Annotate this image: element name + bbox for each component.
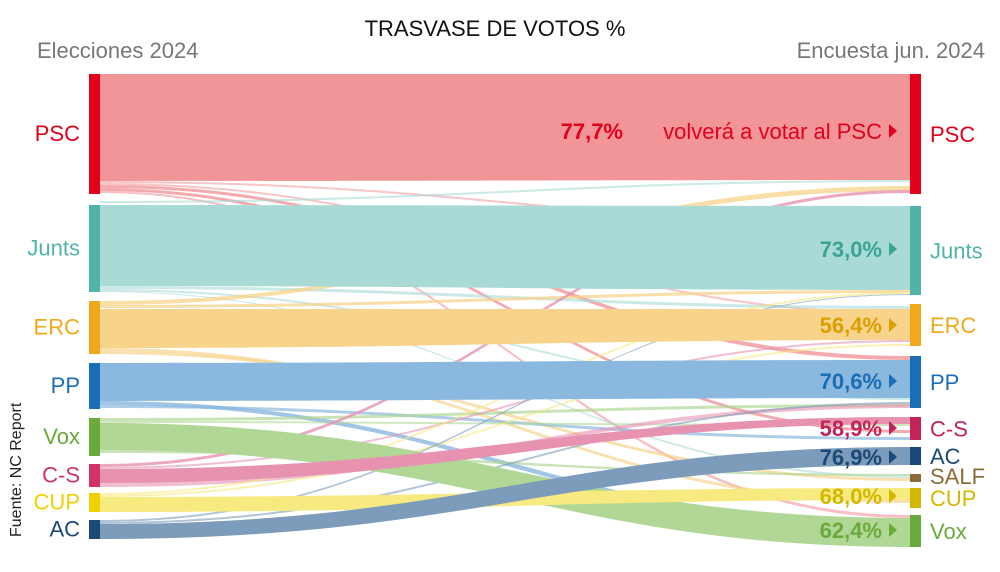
arrow-right-icon [889, 450, 897, 464]
right-bar-salf [910, 474, 921, 482]
left-bar-psc [89, 74, 100, 194]
right-label-ac: AC [930, 444, 961, 469]
right-bar-ac [910, 447, 921, 465]
chart-title: TRASVASE DE VOTOS % [365, 16, 626, 41]
retention-c-s: 58,9% [820, 416, 897, 441]
retention-value: 58,9% [820, 416, 882, 441]
retention-value: 68,0% [820, 484, 882, 509]
left-label-pp: PP [51, 373, 80, 398]
left-bar-c-s [89, 464, 100, 487]
band-psc [100, 74, 910, 181]
flow-erc-to-junts [100, 290, 910, 308]
right-label-c-s: C-S [930, 417, 968, 442]
left-bar-vox [89, 418, 100, 456]
node-labels: PSCJuntsERCPPVoxC-SCUPACPSCJuntsERCPPC-S… [27, 121, 985, 544]
arrow-right-icon [889, 489, 897, 503]
right-bar-pp [910, 356, 921, 408]
retention-erc: 56,4% [820, 313, 897, 338]
retention-pp: 70,6% [820, 369, 897, 394]
left-label-vox: Vox [43, 424, 80, 449]
retention-value: 70,6% [820, 369, 882, 394]
left-label-c-s: C-S [42, 463, 80, 488]
right-bar-vox [910, 515, 921, 547]
left-label-psc: PSC [35, 121, 80, 146]
flow-vox-to-pp [100, 404, 910, 421]
right-header: Encuesta jun. 2024 [797, 38, 985, 63]
left-bar-cup [89, 493, 100, 512]
right-label-junts: Junts [930, 239, 983, 264]
band-vox [100, 423, 910, 547]
retention-vox: 62,4% [820, 518, 897, 543]
left-bar-ac [89, 520, 100, 539]
right-bar-cup [910, 488, 921, 508]
left-bar-pp [89, 363, 100, 409]
right-bar-junts [910, 206, 921, 295]
band-c-s [100, 417, 910, 483]
node-bars [89, 74, 921, 547]
left-label-erc: ERC [34, 315, 81, 340]
arrow-right-icon [889, 318, 897, 332]
arrow-right-icon [889, 523, 897, 537]
retention-value: 56,4% [820, 313, 882, 338]
flow-vox-to-salf [100, 450, 910, 476]
left-label-cup: CUP [34, 490, 80, 515]
flow-junts-to-erc [100, 286, 910, 309]
retention-value: 73,0% [820, 237, 882, 262]
retention-ac: 76,9% [820, 445, 897, 470]
retention-junts: 73,0% [820, 237, 897, 262]
retention-labels: volverá a votar al PSC 77,7% 73,0% 56,4% 70,… [561, 119, 897, 543]
right-label-vox: Vox [930, 519, 967, 544]
arrow-right-icon [889, 421, 897, 435]
retention-psc: volverá a votar al PSC 77,7% [561, 119, 897, 144]
source-note: Fuente: NC Report [8, 402, 25, 537]
left-bar-junts [89, 205, 100, 292]
left-bar-erc [89, 301, 100, 354]
left-header: Elecciones 2024 [37, 38, 198, 63]
left-label-ac: AC [49, 517, 80, 542]
right-bar-c-s [910, 417, 921, 440]
arrow-right-icon [889, 374, 897, 388]
right-label-psc: PSC [930, 122, 975, 147]
flow-junts-to-psc [100, 180, 910, 203]
flow-psc-to-junts [100, 181, 910, 225]
arrow-right-icon [889, 242, 897, 256]
retention-suffix: volverá a votar al PSC [663, 119, 882, 144]
left-label-junts: Junts [27, 236, 80, 261]
right-bar-erc [910, 304, 921, 346]
retention-cup: 68,0% [820, 484, 897, 509]
main-bands [100, 74, 910, 547]
right-label-salf: SALF [930, 464, 985, 489]
right-label-pp: PP [930, 370, 959, 395]
band-pp [100, 360, 910, 401]
band-erc [100, 309, 910, 348]
right-bar-psc [910, 74, 921, 194]
right-label-cup: CUP [930, 486, 976, 511]
right-label-erc: ERC [930, 313, 977, 338]
band-junts [100, 205, 910, 290]
arrow-right-icon [889, 124, 897, 138]
retention-value: 62,4% [820, 518, 882, 543]
retention-value: 76,9% [820, 445, 882, 470]
band-ac [100, 447, 910, 539]
retention-value: 77,7% [561, 119, 623, 144]
